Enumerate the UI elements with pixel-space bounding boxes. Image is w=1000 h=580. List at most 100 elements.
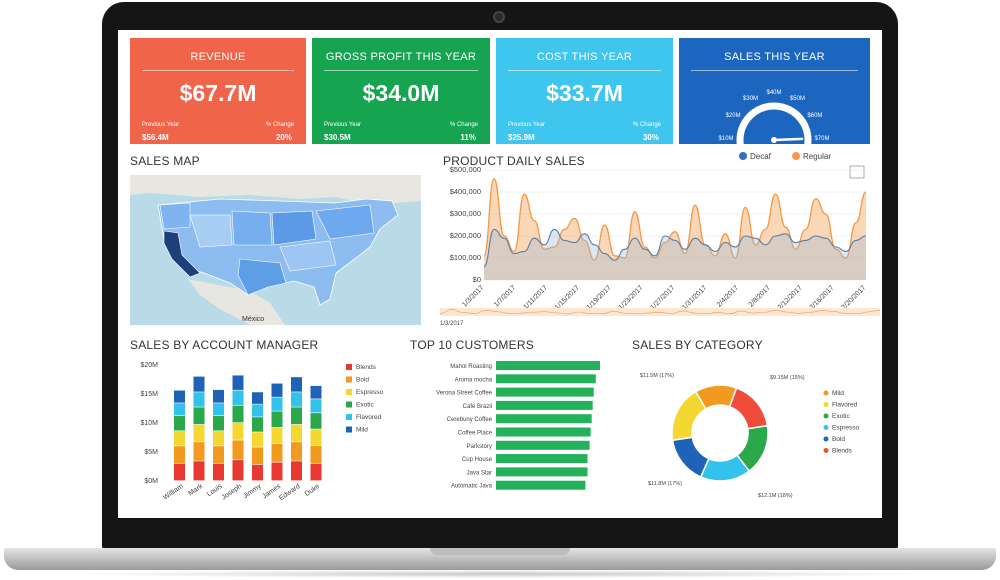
- kpi-value: $34.0M: [362, 80, 440, 106]
- bar-segment-mild: [232, 460, 244, 481]
- bar-segment-espresso: [232, 405, 244, 423]
- map-state-east: [315, 204, 375, 240]
- laptop-shadow: [60, 570, 940, 578]
- legend-marker: [823, 425, 829, 430]
- legend-marker: [346, 414, 352, 420]
- legend-marker-regular: [792, 152, 800, 160]
- kpi-divider: [324, 70, 478, 71]
- bar-segment-flavored: [232, 440, 244, 460]
- map-state-texas: [237, 258, 287, 296]
- range-start-label: 1/3/2017: [440, 321, 464, 327]
- kpi-divider: [508, 70, 661, 71]
- customer-bar: [496, 387, 594, 397]
- camera-icon: [493, 11, 505, 23]
- legend-label: Flavored: [832, 402, 858, 409]
- bar-segment-exotic: [310, 429, 322, 446]
- kpi-prev-label: Previous Year: [508, 122, 546, 128]
- bar-segment-exotic: [252, 432, 263, 447]
- bar-segment-bold: [271, 397, 283, 411]
- x-tick-label: 2/20/2017: [840, 284, 867, 311]
- kpi-title: SALES THIS YEAR: [724, 51, 825, 63]
- map-state-mountain: [189, 214, 233, 248]
- bar-segment-espresso: [213, 416, 224, 431]
- legend-marker: [346, 426, 352, 433]
- legend-marker: [823, 413, 829, 419]
- kpi-change-label: % Change: [449, 122, 478, 128]
- kpi-title: GROSS PROFIT THIS YEAR: [325, 51, 477, 63]
- bar-segment-blends: [213, 389, 224, 403]
- gauge-hub: [771, 137, 777, 143]
- legend-label: Exotic: [356, 402, 374, 409]
- bar-segment-mild: [252, 464, 263, 481]
- bar-segment-mild: [213, 463, 224, 481]
- section-title-sales-map: SALES MAP: [130, 154, 200, 168]
- kpi-card-revenue[interactable]: REVENUE $67.7M Previous Year % Change $5…: [130, 38, 306, 144]
- sales-by-category-chart[interactable]: $9.15M (15%) $11.5M (17%) $11.8M (17%) $12.…: [630, 355, 880, 515]
- top-customers-chart[interactable]: Mahol Roasting Aroma mocha Verona Street C…: [408, 355, 618, 515]
- customer-bar: [496, 361, 600, 370]
- y-tick-label: $10M: [140, 420, 158, 427]
- bar-segment-blends: [271, 383, 283, 397]
- bar-segment-mild: [271, 462, 283, 481]
- bar-segment-espresso: [193, 407, 205, 425]
- kpi-prev-value: $30.5M: [324, 133, 351, 142]
- x-tick-label: 1/15/2017: [554, 284, 581, 311]
- customer-bar: [496, 374, 596, 384]
- bar-segment-espresso: [291, 407, 302, 425]
- product-daily-sales-chart[interactable]: Decaf Regular $0 $100,000 $200,000 $300,000 $4…: [440, 148, 880, 328]
- map-state-south: [279, 240, 337, 272]
- kpi-change-label: % Change: [265, 122, 294, 128]
- gauge-arc: [736, 102, 812, 144]
- legend-label: Blends: [356, 364, 377, 371]
- x-tick-label: 2/12/2017: [777, 284, 804, 311]
- bar-segment-flavored: [310, 445, 322, 463]
- kpi-card-gross-profit[interactable]: GROSS PROFIT THIS YEAR $34.0M Previous Y…: [312, 38, 490, 144]
- gauge-tick-label: $70M: [814, 136, 829, 142]
- series-regular-line: [483, 178, 867, 261]
- x-tick-label: 1/7/2017: [493, 284, 517, 308]
- x-tick-label: 1/19/2017: [586, 284, 613, 311]
- y-tick-label: $0M: [144, 478, 158, 485]
- gauge-tick-label: $60M: [807, 113, 822, 119]
- map-land-mexico: [188, 279, 285, 325]
- y-tick-label: Mahol Roasting: [450, 364, 492, 370]
- gauge-tick-label: $40M: [766, 90, 781, 96]
- gauge-tick-label: $30M: [743, 96, 758, 102]
- kpi-prev-label: Previous Year: [324, 122, 362, 128]
- y-tick-label: Cup House: [462, 457, 493, 463]
- y-tick-label: $400,000: [450, 187, 481, 196]
- legend-marker: [346, 376, 352, 383]
- bar-segment-flavored: [252, 447, 263, 465]
- legend-marker: [346, 389, 352, 395]
- bar-segment-mild: [193, 461, 205, 481]
- slice-label: $9.15M (15%): [770, 375, 805, 381]
- x-tick-label: 1/11/2017: [522, 284, 549, 311]
- kpi-change-value: 20%: [275, 133, 292, 142]
- section-title-sales-by-manager: SALES BY ACCOUNT MANAGER: [130, 338, 319, 352]
- bar-segment-exotic: [213, 431, 224, 446]
- bar-segment-blends: [193, 376, 205, 392]
- y-tick-label: $100,000: [450, 253, 481, 262]
- kpi-prev-value: $56.4M: [142, 133, 169, 142]
- gauge-tick-label: $10M: [719, 136, 734, 142]
- bar-segment-flavored: [174, 446, 185, 463]
- y-tick-label: Verona Street Coffee: [436, 391, 493, 397]
- y-tick-label: Café Brazil: [463, 404, 492, 410]
- x-tick-label: Edward: [278, 483, 302, 502]
- bar-segment-bold: [193, 392, 205, 407]
- sales-map[interactable]: México: [130, 175, 421, 325]
- kpi-card-sales[interactable]: SALES THIS YEAR $0M$10M$20M$30M$40M$50M$…: [679, 38, 870, 144]
- customer-bar: [496, 414, 592, 424]
- legend-label: Espresso: [356, 389, 383, 396]
- bar-segment-bold: [213, 403, 224, 416]
- kpi-card-cost[interactable]: COST THIS YEAR $33.7M Previous Year % Ch…: [496, 38, 673, 144]
- legend-marker: [823, 448, 829, 453]
- chart-menu-icon: [849, 165, 865, 179]
- bar-segment-flavored: [291, 442, 302, 461]
- y-tick-label: Coffee Place: [458, 431, 493, 437]
- laptop-notch: [430, 548, 570, 555]
- series-decaf-line: [483, 228, 867, 268]
- laptop-base: [4, 548, 996, 570]
- bar-segment-exotic: [174, 431, 185, 446]
